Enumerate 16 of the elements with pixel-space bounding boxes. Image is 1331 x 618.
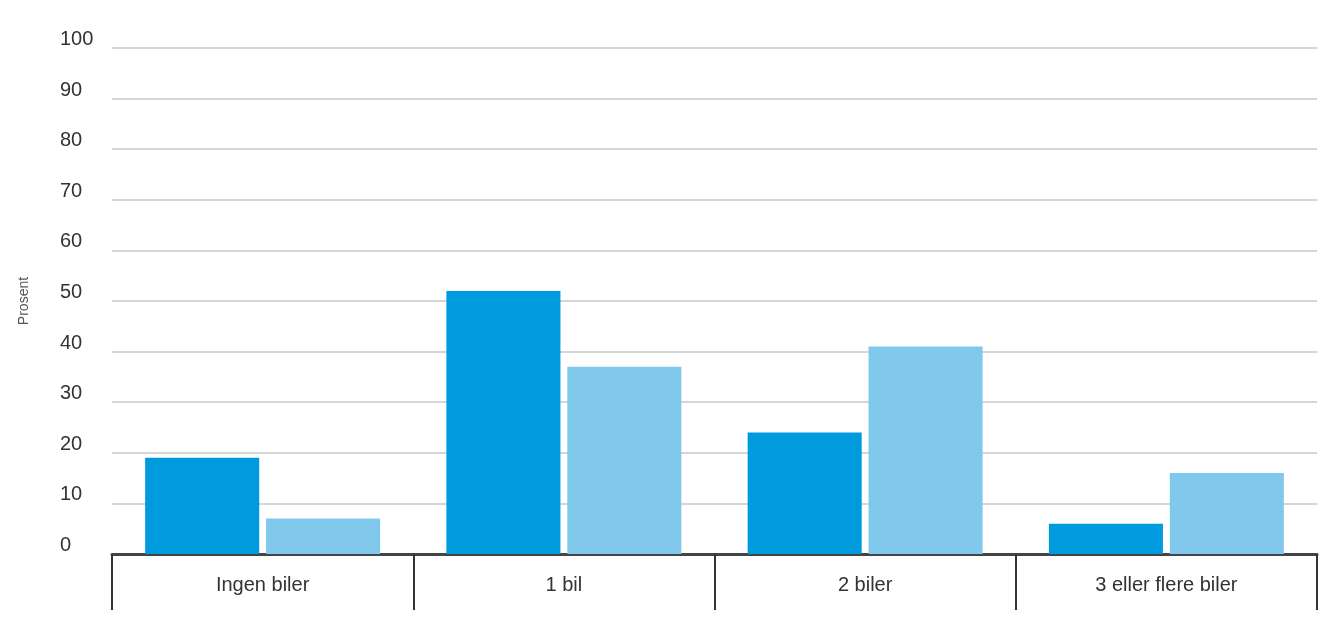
y-tick-label: 90 — [60, 77, 83, 100]
x-tick-label: 2 biler — [837, 573, 893, 595]
x-tick-label: Ingen biler — [215, 573, 310, 595]
y-tick-label: 80 — [60, 128, 83, 151]
y-tick-label: 0 — [60, 533, 72, 555]
y-tick-label: 100 — [60, 27, 94, 49]
y-tick-label: 60 — [60, 229, 83, 252]
y-axis-title: Prosent — [15, 276, 31, 326]
y-tick-label: 10 — [60, 482, 83, 505]
y-tick-label: 70 — [60, 178, 83, 201]
x-tick-label: 3 eller flere biler — [1095, 573, 1238, 595]
y-tick-label: 50 — [60, 280, 83, 302]
y-tick-label: 40 — [60, 330, 83, 353]
y-tick-label: 20 — [60, 431, 83, 454]
y-tick-label: 30 — [60, 381, 83, 404]
x-tick-label: 1 bil — [545, 573, 583, 595]
